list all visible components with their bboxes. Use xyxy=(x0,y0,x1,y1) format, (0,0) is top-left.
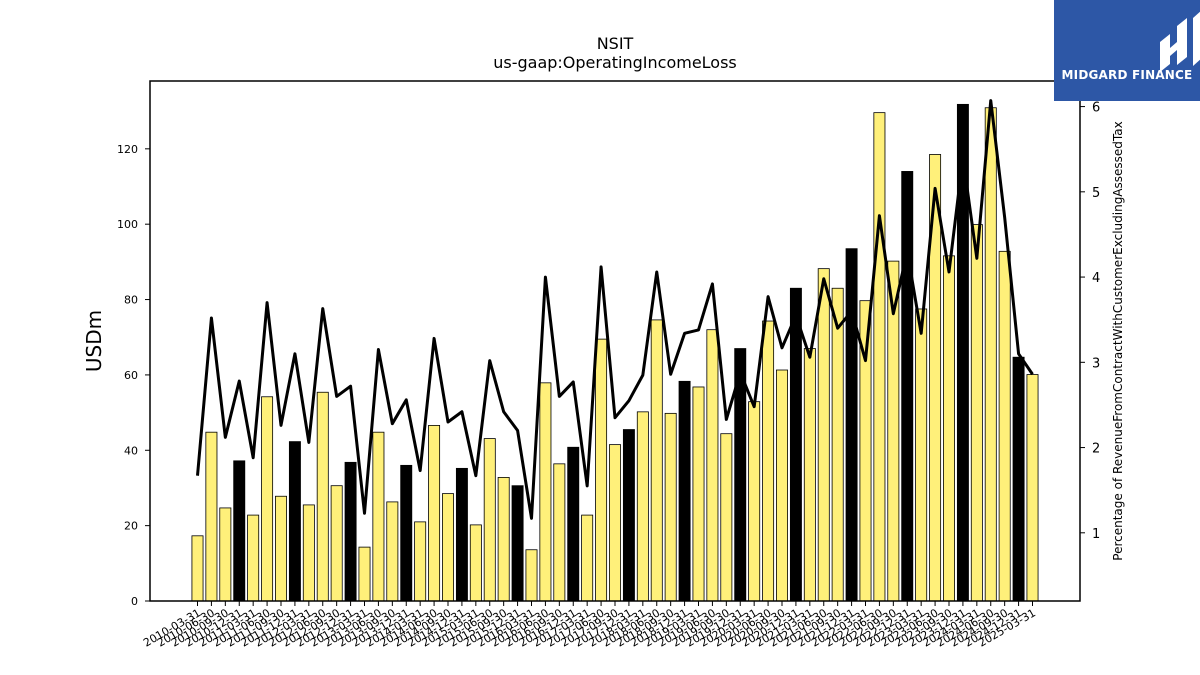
bar-2024-06-30 xyxy=(984,107,997,602)
left-axis: 0 20 40 60 80 100 120 xyxy=(117,143,150,608)
bar-2020-12-31 xyxy=(789,287,802,602)
bar-2021-09-30 xyxy=(831,287,844,602)
bar-2013-12-31 xyxy=(400,464,413,602)
bar-2018-03-31 xyxy=(636,411,649,602)
bar-2014-03-31 xyxy=(414,521,427,602)
y2-axis-label: Percentage of RevenueFromContractWithCus… xyxy=(1111,121,1125,560)
bar-2015-09-30 xyxy=(497,477,510,602)
bar-2017-09-30 xyxy=(609,444,621,602)
line-layer xyxy=(196,99,1034,520)
bar-2011-12-31 xyxy=(288,441,301,602)
bar-2013-06-30 xyxy=(372,431,385,602)
x-axis: 2010-03-312010-06-302010-09-302010-12-31… xyxy=(141,601,1038,650)
logo-mark-icon xyxy=(1160,11,1200,72)
bar-2012-09-30 xyxy=(330,485,343,602)
bar-2011-06-30 xyxy=(261,396,274,602)
percentage-line xyxy=(196,99,1034,520)
bar-2011-09-30 xyxy=(275,495,287,602)
bar-2013-09-30 xyxy=(386,501,399,602)
bar-2011-03-31 xyxy=(247,514,260,602)
bar-2020-03-31 xyxy=(748,401,761,602)
bar-2023-03-31 xyxy=(915,308,928,602)
bar-2014-06-30 xyxy=(428,425,441,602)
bar-2016-06-30 xyxy=(539,382,552,602)
bar-2012-03-31 xyxy=(302,504,315,602)
y-tick-label-40: 40 xyxy=(124,444,138,457)
bar-2016-09-30 xyxy=(553,463,566,602)
bar-2016-03-31 xyxy=(525,549,538,602)
bar-2019-09-30 xyxy=(720,433,733,602)
bar-2015-03-31 xyxy=(469,524,482,602)
y-tick-label-120: 120 xyxy=(117,143,138,156)
bar-2021-12-31 xyxy=(845,248,858,602)
bar-2013-03-31 xyxy=(358,546,371,602)
bar-2015-06-30 xyxy=(483,438,496,602)
bar-2010-03-31 xyxy=(191,535,204,602)
bar-2023-09-30 xyxy=(943,255,955,602)
y2-tick-label-3: 3 xyxy=(1092,356,1100,371)
y2-tick-label-1: 1 xyxy=(1092,527,1100,542)
bar-2014-09-30 xyxy=(442,493,454,602)
bar-2020-06-30 xyxy=(762,320,775,602)
midgard-finance-logo: MIDGARD FINANCE xyxy=(1054,0,1200,101)
chart-title: NSIT xyxy=(597,34,634,53)
bar-2020-09-30 xyxy=(776,369,788,602)
y2-tick-label-4: 4 xyxy=(1092,271,1100,286)
y-tick-label-0: 0 xyxy=(131,595,138,608)
bar-2022-12-31 xyxy=(901,171,914,602)
bar-2021-03-31 xyxy=(803,348,816,602)
bar-2014-12-31 xyxy=(455,467,468,602)
y-tick-label-100: 100 xyxy=(117,218,138,231)
bar-2024-03-31 xyxy=(970,224,983,602)
bar-2024-09-30 xyxy=(998,250,1011,602)
bar-2010-12-31 xyxy=(233,460,246,602)
y2-tick-label-2: 2 xyxy=(1092,442,1100,457)
bar-2017-06-30 xyxy=(595,338,608,602)
bar-2019-03-31 xyxy=(692,386,705,602)
y-tick-label-60: 60 xyxy=(124,369,138,382)
y2-tick-label-6: 6 xyxy=(1092,101,1100,116)
bars-layer xyxy=(191,103,1039,602)
y2-tick-label-5: 5 xyxy=(1092,186,1100,201)
logo-text: MIDGARD FINANCE xyxy=(1061,68,1193,82)
bar-2018-09-30 xyxy=(664,412,677,602)
bar-2018-12-31 xyxy=(678,380,691,602)
right-axis: 1 2 3 4 5 6 xyxy=(1080,101,1100,542)
bar-2012-06-30 xyxy=(316,391,329,602)
bar-2019-06-30 xyxy=(706,329,719,602)
bar-2025-03-31 xyxy=(1026,374,1039,602)
bar-2024-12-31 xyxy=(1012,356,1025,602)
chart-subtitle: us-gaap:OperatingIncomeLoss xyxy=(493,53,737,72)
bar-2017-12-31 xyxy=(622,429,635,602)
bar-2021-06-30 xyxy=(817,268,830,602)
bar-2010-09-30 xyxy=(219,507,232,602)
bar-2015-12-31 xyxy=(511,485,524,602)
bar-2016-12-31 xyxy=(567,446,580,602)
bar-2018-06-30 xyxy=(650,319,663,602)
y-tick-label-20: 20 xyxy=(124,520,138,533)
bar-2010-06-30 xyxy=(205,431,218,602)
bar-2017-03-31 xyxy=(581,514,594,602)
y-axis-label: USDm xyxy=(82,310,106,372)
bar-2012-12-31 xyxy=(344,461,357,602)
bar-2022-06-30 xyxy=(873,112,886,602)
y-tick-label-80: 80 xyxy=(124,294,138,307)
